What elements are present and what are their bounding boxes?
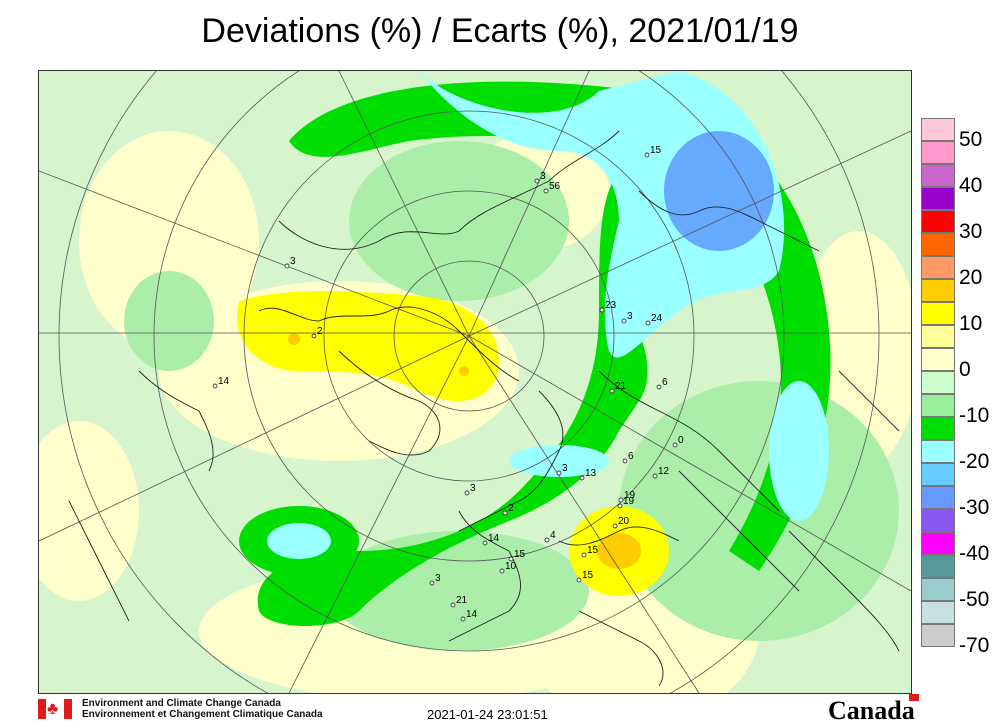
station-value-label: 6 <box>628 451 634 462</box>
legend-tick-label: -70 <box>959 634 990 657</box>
station-value-label: 3 <box>435 573 441 584</box>
station-value-label: 3 <box>470 483 476 494</box>
legend-swatch <box>921 463 955 486</box>
timestamp: 2021-01-24 23:01:51 <box>427 707 548 722</box>
wordmark-flag-icon <box>908 694 919 701</box>
footer-agency: ♣ Environment and Climate Change Canada … <box>38 698 323 720</box>
positive-anomaly-orange <box>288 333 641 569</box>
station-value-label: 4 <box>550 530 556 541</box>
legend-tick-label: 0 <box>959 358 971 381</box>
legend-tick-label: 50 <box>959 128 983 151</box>
station-value-label: 12 <box>658 466 670 477</box>
legend-swatch <box>921 164 955 187</box>
legend-tick-label: -30 <box>959 496 990 519</box>
map-coastlines <box>68 130 900 687</box>
legend-swatch <box>921 601 955 624</box>
legend-swatch <box>921 279 955 302</box>
legend-swatch <box>921 555 955 578</box>
station-value-label: 21 <box>456 595 468 606</box>
legend-swatch <box>921 371 955 394</box>
station-value-label: 2 <box>317 326 323 337</box>
legend-swatch <box>921 417 955 440</box>
legend-tick-label: 40 <box>959 174 983 197</box>
canada-wordmark-text: Canada <box>828 696 915 725</box>
canada-wordmark: Canada <box>828 694 919 726</box>
agency-name-en: Environment and Climate Change Canada <box>82 698 281 709</box>
legend-swatch <box>921 187 955 210</box>
station-value-label: 15 <box>514 549 526 560</box>
station-value-label: 14 <box>488 533 500 544</box>
legend-swatch <box>921 233 955 256</box>
legend-swatch <box>921 532 955 555</box>
station-value-label: 0 <box>678 435 684 446</box>
legend-swatch <box>921 118 955 141</box>
station-value-label: 19 <box>623 496 635 507</box>
station-value-label: 3 <box>540 171 546 182</box>
legend-swatch <box>921 325 955 348</box>
station-value-label: 15 <box>650 145 662 156</box>
station-value-label: 15 <box>587 545 599 556</box>
station-value-label: 20 <box>618 516 630 527</box>
station-value-label: 19 <box>624 490 636 501</box>
canada-flag-icon: ♣ <box>38 699 72 719</box>
station-value-label: 14 <box>466 609 478 620</box>
station-value-label: 14 <box>218 376 230 387</box>
map-title: Deviations (%) / Ecarts (%), 2021/01/19 <box>201 12 799 50</box>
legend-swatch <box>921 578 955 601</box>
legend-tick-label: 20 <box>959 266 983 289</box>
legend-tick-label: -10 <box>959 404 990 427</box>
legend-swatch <box>921 394 955 417</box>
map-graticule <box>39 71 911 693</box>
legend-swatch <box>921 486 955 509</box>
legend-swatch <box>921 624 955 647</box>
station-value-label: 21 <box>615 381 627 392</box>
station-value-label: 56 <box>549 181 561 192</box>
legend-swatch <box>921 210 955 233</box>
negative-anomaly-deep-blue <box>664 131 774 251</box>
station-value-label: 23 <box>605 300 617 311</box>
station-value-label: 6 <box>662 377 668 388</box>
legend-tick-label: -20 <box>959 450 990 473</box>
legend-tick-label: 30 <box>959 220 983 243</box>
station-value-label: 13 <box>585 468 597 479</box>
station-value-label: 3 <box>627 311 633 322</box>
legend-swatch <box>921 256 955 279</box>
station-value-label: 3 <box>290 256 296 267</box>
legend-swatch <box>921 141 955 164</box>
station-value-label: 10 <box>505 561 517 572</box>
station-value-label: 3 <box>562 463 568 474</box>
station-value-label: 24 <box>651 313 663 324</box>
legend-swatch <box>921 509 955 532</box>
station-value-label: 2 <box>508 503 514 514</box>
legend-tick-label: -50 <box>959 588 990 611</box>
legend-swatch <box>921 348 955 371</box>
legend-tick-label: 10 <box>959 312 983 335</box>
maple-leaf-icon: ♣ <box>47 699 59 718</box>
legend-tick-label: -40 <box>959 542 990 565</box>
station-markers <box>212 152 678 622</box>
legend-swatch <box>921 440 955 463</box>
agency-name-fr: Environnement et Changement Climatique C… <box>82 709 323 720</box>
station-value-label: 15 <box>582 570 594 581</box>
legend-swatch <box>921 302 955 325</box>
anomaly-map: 15 56 23 24 21 19 13 12 19 20 15 15 14 15 10 14 4 6 0 6 3 2 3 2… <box>38 70 912 694</box>
